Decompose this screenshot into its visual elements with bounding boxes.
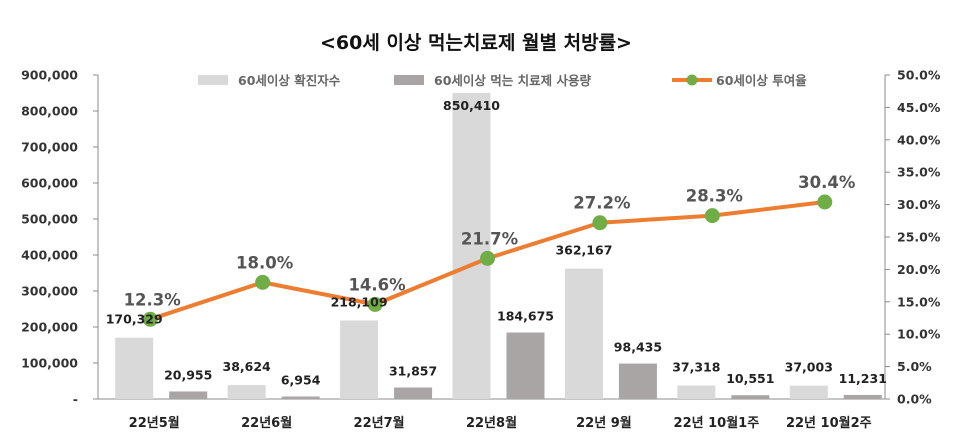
y-right-tick-label: 10.0% bbox=[897, 327, 941, 342]
bar-confirmed-label: 37,318 bbox=[672, 360, 720, 375]
bar-confirmed bbox=[789, 385, 828, 399]
rate-marker bbox=[480, 250, 495, 266]
bar-confirmed-label: 362,167 bbox=[555, 243, 612, 258]
rate-label: 28.3% bbox=[686, 187, 744, 206]
y-left-tick-label: 200,000 bbox=[21, 320, 78, 335]
y-left-tick-label: 100,000 bbox=[21, 356, 78, 371]
bar-drug-usage bbox=[281, 396, 320, 399]
bar-confirmed-label: 850,410 bbox=[443, 98, 500, 113]
rate-marker bbox=[592, 215, 608, 231]
y-right-tick-label: 50.0% bbox=[897, 68, 941, 83]
bar-confirmed-label: 37,003 bbox=[785, 360, 833, 375]
bar-drug-usage bbox=[506, 332, 545, 399]
y-left-tick-label: 900,000 bbox=[21, 68, 78, 83]
y-right-tick-label: 20.0% bbox=[897, 262, 941, 277]
legend-swatch-drug-usage bbox=[394, 75, 424, 85]
x-category-label: 22년8월 bbox=[466, 415, 517, 431]
y-right-tick-label: 25.0% bbox=[897, 230, 941, 245]
bar-confirmed bbox=[115, 337, 154, 399]
legend-label-drug-usage: 60세이상 먹는 치료제 사용량 bbox=[434, 73, 591, 88]
y-right-tick-label: 0.0% bbox=[897, 392, 932, 407]
legend-swatch-confirmed bbox=[198, 75, 228, 85]
y-right-tick-label: 15.0% bbox=[897, 294, 941, 309]
bar-drug-usage-label: 6,954 bbox=[281, 372, 321, 387]
rate-marker bbox=[704, 208, 720, 224]
y-right-tick-label: 5.0% bbox=[897, 359, 932, 374]
y-right-tick-label: 40.0% bbox=[897, 132, 941, 147]
x-category-label: 22년5월 bbox=[129, 415, 180, 431]
y-left-tick-label: 800,000 bbox=[21, 104, 78, 119]
y-right-tick-label: 35.0% bbox=[897, 165, 941, 180]
legend-label-confirmed: 60세이상 확진자수 bbox=[238, 73, 341, 88]
rate-label: 21.7% bbox=[461, 229, 519, 248]
x-category-label: 22년 9월 bbox=[576, 415, 632, 431]
bar-drug-usage-label: 31,857 bbox=[389, 364, 437, 379]
y-right-tick-label: 45.0% bbox=[897, 100, 941, 115]
bar-drug-usage bbox=[843, 394, 882, 399]
y-left-tick-label: 400,000 bbox=[21, 248, 78, 263]
legend-marker-rate bbox=[686, 74, 698, 86]
y-left-tick-label: 500,000 bbox=[21, 212, 78, 227]
bar-drug-usage-label: 20,955 bbox=[164, 367, 212, 382]
bar-drug-usage bbox=[169, 391, 208, 399]
bar-drug-usage bbox=[618, 363, 657, 399]
bar-confirmed-label: 170,329 bbox=[106, 312, 163, 327]
bar-confirmed bbox=[227, 385, 266, 399]
rate-marker bbox=[817, 194, 833, 210]
x-category-label: 22년7월 bbox=[354, 415, 405, 431]
x-category-label: 22년 10월1주 bbox=[674, 415, 760, 431]
y-left-tick-label: 700,000 bbox=[21, 140, 78, 155]
rate-marker bbox=[142, 311, 158, 327]
bar-confirmed bbox=[340, 320, 379, 399]
x-category-label: 22년6월 bbox=[241, 415, 292, 431]
rate-label: 12.3% bbox=[124, 290, 182, 309]
bar-drug-usage bbox=[394, 387, 433, 399]
bar-drug-usage-label: 98,435 bbox=[614, 340, 662, 355]
y-right-tick-label: 30.0% bbox=[897, 197, 941, 212]
rate-label: 30.4% bbox=[798, 173, 856, 192]
rate-marker bbox=[255, 274, 271, 290]
bar-confirmed-label: 218,109 bbox=[331, 294, 388, 309]
y-left-tick-label: 300,000 bbox=[21, 284, 78, 299]
y-left-tick-label: 600,000 bbox=[21, 176, 78, 191]
bar-drug-usage bbox=[731, 395, 770, 399]
y-left-tick-label: - bbox=[73, 392, 78, 407]
rate-label: 18.0% bbox=[236, 253, 294, 272]
legend-label-rate: 60세이상 투여율 bbox=[716, 73, 807, 88]
bar-confirmed-label: 38,624 bbox=[223, 359, 272, 374]
chart-title: <60세 이상 먹는치료제 월별 처방률> bbox=[320, 32, 632, 54]
bar-drug-usage-label: 10,551 bbox=[726, 371, 774, 386]
bar-drug-usage-label: 11,231 bbox=[839, 371, 887, 386]
rate-label: 27.2% bbox=[573, 194, 631, 213]
rate-label: 14.6% bbox=[348, 275, 406, 294]
bar-confirmed bbox=[564, 268, 603, 399]
x-category-label: 22년 10월2주 bbox=[786, 415, 872, 431]
bar-confirmed bbox=[677, 385, 716, 399]
bar-confirmed bbox=[452, 92, 491, 399]
bar-drug-usage-label: 184,675 bbox=[497, 309, 554, 324]
rate-marker bbox=[367, 296, 383, 312]
